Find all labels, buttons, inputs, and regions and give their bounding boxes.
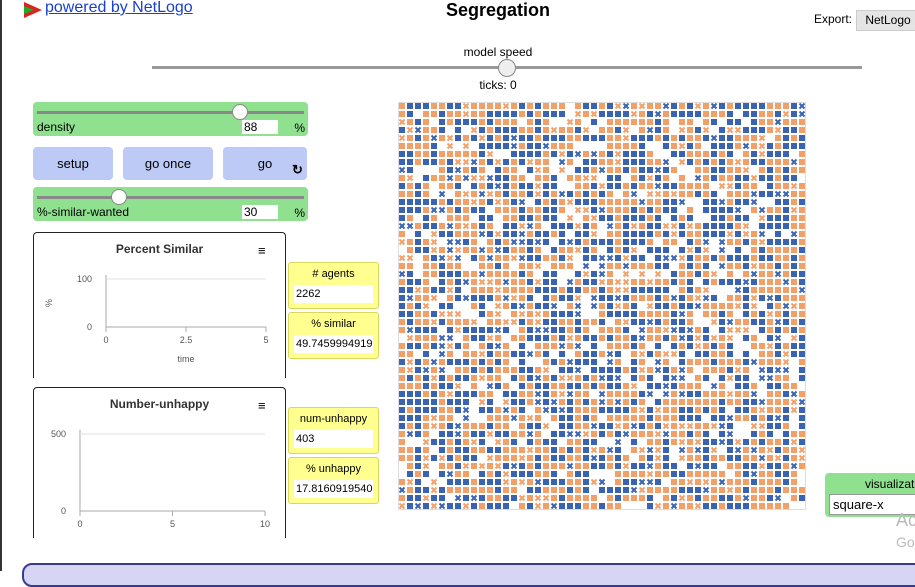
speed-knob[interactable]: [498, 59, 516, 77]
slider-label: %-similar-wanted: [37, 205, 130, 219]
monitor-label: num-unhappy: [299, 413, 368, 425]
slider-knob[interactable]: [111, 189, 127, 205]
monitor: # agents 2262: [288, 262, 379, 309]
monitor-value: 403: [294, 430, 373, 448]
model-title: Segregation: [445, 0, 551, 20]
visualization-chooser[interactable]: visualization square-x: [825, 473, 915, 517]
netlogo-icon: [24, 2, 42, 18]
monitor-value: 49.74599949199: [294, 335, 373, 353]
monitor-label: % similar: [311, 318, 356, 330]
world-view: [398, 102, 806, 510]
export-button[interactable]: NetLogo: [856, 10, 915, 31]
monitor-label: # agents: [312, 268, 355, 280]
plot-title: Number-unhappy: [109, 397, 210, 411]
slider-label: density: [37, 120, 76, 134]
speed-label: model speed: [463, 45, 533, 59]
monitor: num-unhappy 403: [288, 407, 379, 454]
monitor-label: % unhappy: [305, 463, 362, 475]
export-label: Export:: [814, 12, 853, 26]
plot-menu[interactable]: ≡: [258, 398, 266, 413]
watermark: Go: [896, 534, 915, 550]
go-button[interactable]: go: [223, 147, 307, 180]
monitor: % similar 49.74599949199: [288, 312, 379, 359]
left-border: [0, 0, 2, 571]
slider-track: [37, 111, 304, 114]
watermark: Ac: [896, 510, 915, 530]
slider-value[interactable]: 30: [242, 205, 278, 219]
plot-title: Percent Similar: [115, 242, 204, 256]
setup-button[interactable]: setup: [33, 147, 113, 180]
slider-track: [37, 196, 304, 199]
code-tab-bar: [22, 563, 915, 587]
slider-unit: %: [294, 206, 305, 220]
slider-knob[interactable]: [232, 104, 248, 120]
slider-value[interactable]: 88: [242, 120, 278, 134]
plot-menu[interactable]: ≡: [258, 243, 266, 258]
slider-unit: %: [294, 121, 305, 135]
forever-icon: ↻: [292, 162, 303, 177]
ticks-label: ticks: 0: [479, 78, 517, 92]
density-slider[interactable]: density 88 %: [33, 102, 308, 136]
monitor: % unhappy 17.81609195402: [288, 457, 379, 504]
monitor-value: 17.81609195402: [294, 480, 373, 498]
netlogo-link[interactable]: powered by NetLogo: [45, 0, 193, 16]
plot-number-unhappy: Number-unhappy ≡: [33, 387, 286, 538]
chooser-label: visualization: [865, 477, 915, 491]
plot-percent-similar: Percent Similar ≡: [33, 232, 286, 378]
similar-slider[interactable]: %-similar-wanted 30 %: [33, 187, 308, 221]
chooser-value[interactable]: square-x: [829, 494, 915, 515]
monitor-value: 2262: [294, 285, 373, 303]
go-once-button[interactable]: go once: [123, 147, 213, 180]
